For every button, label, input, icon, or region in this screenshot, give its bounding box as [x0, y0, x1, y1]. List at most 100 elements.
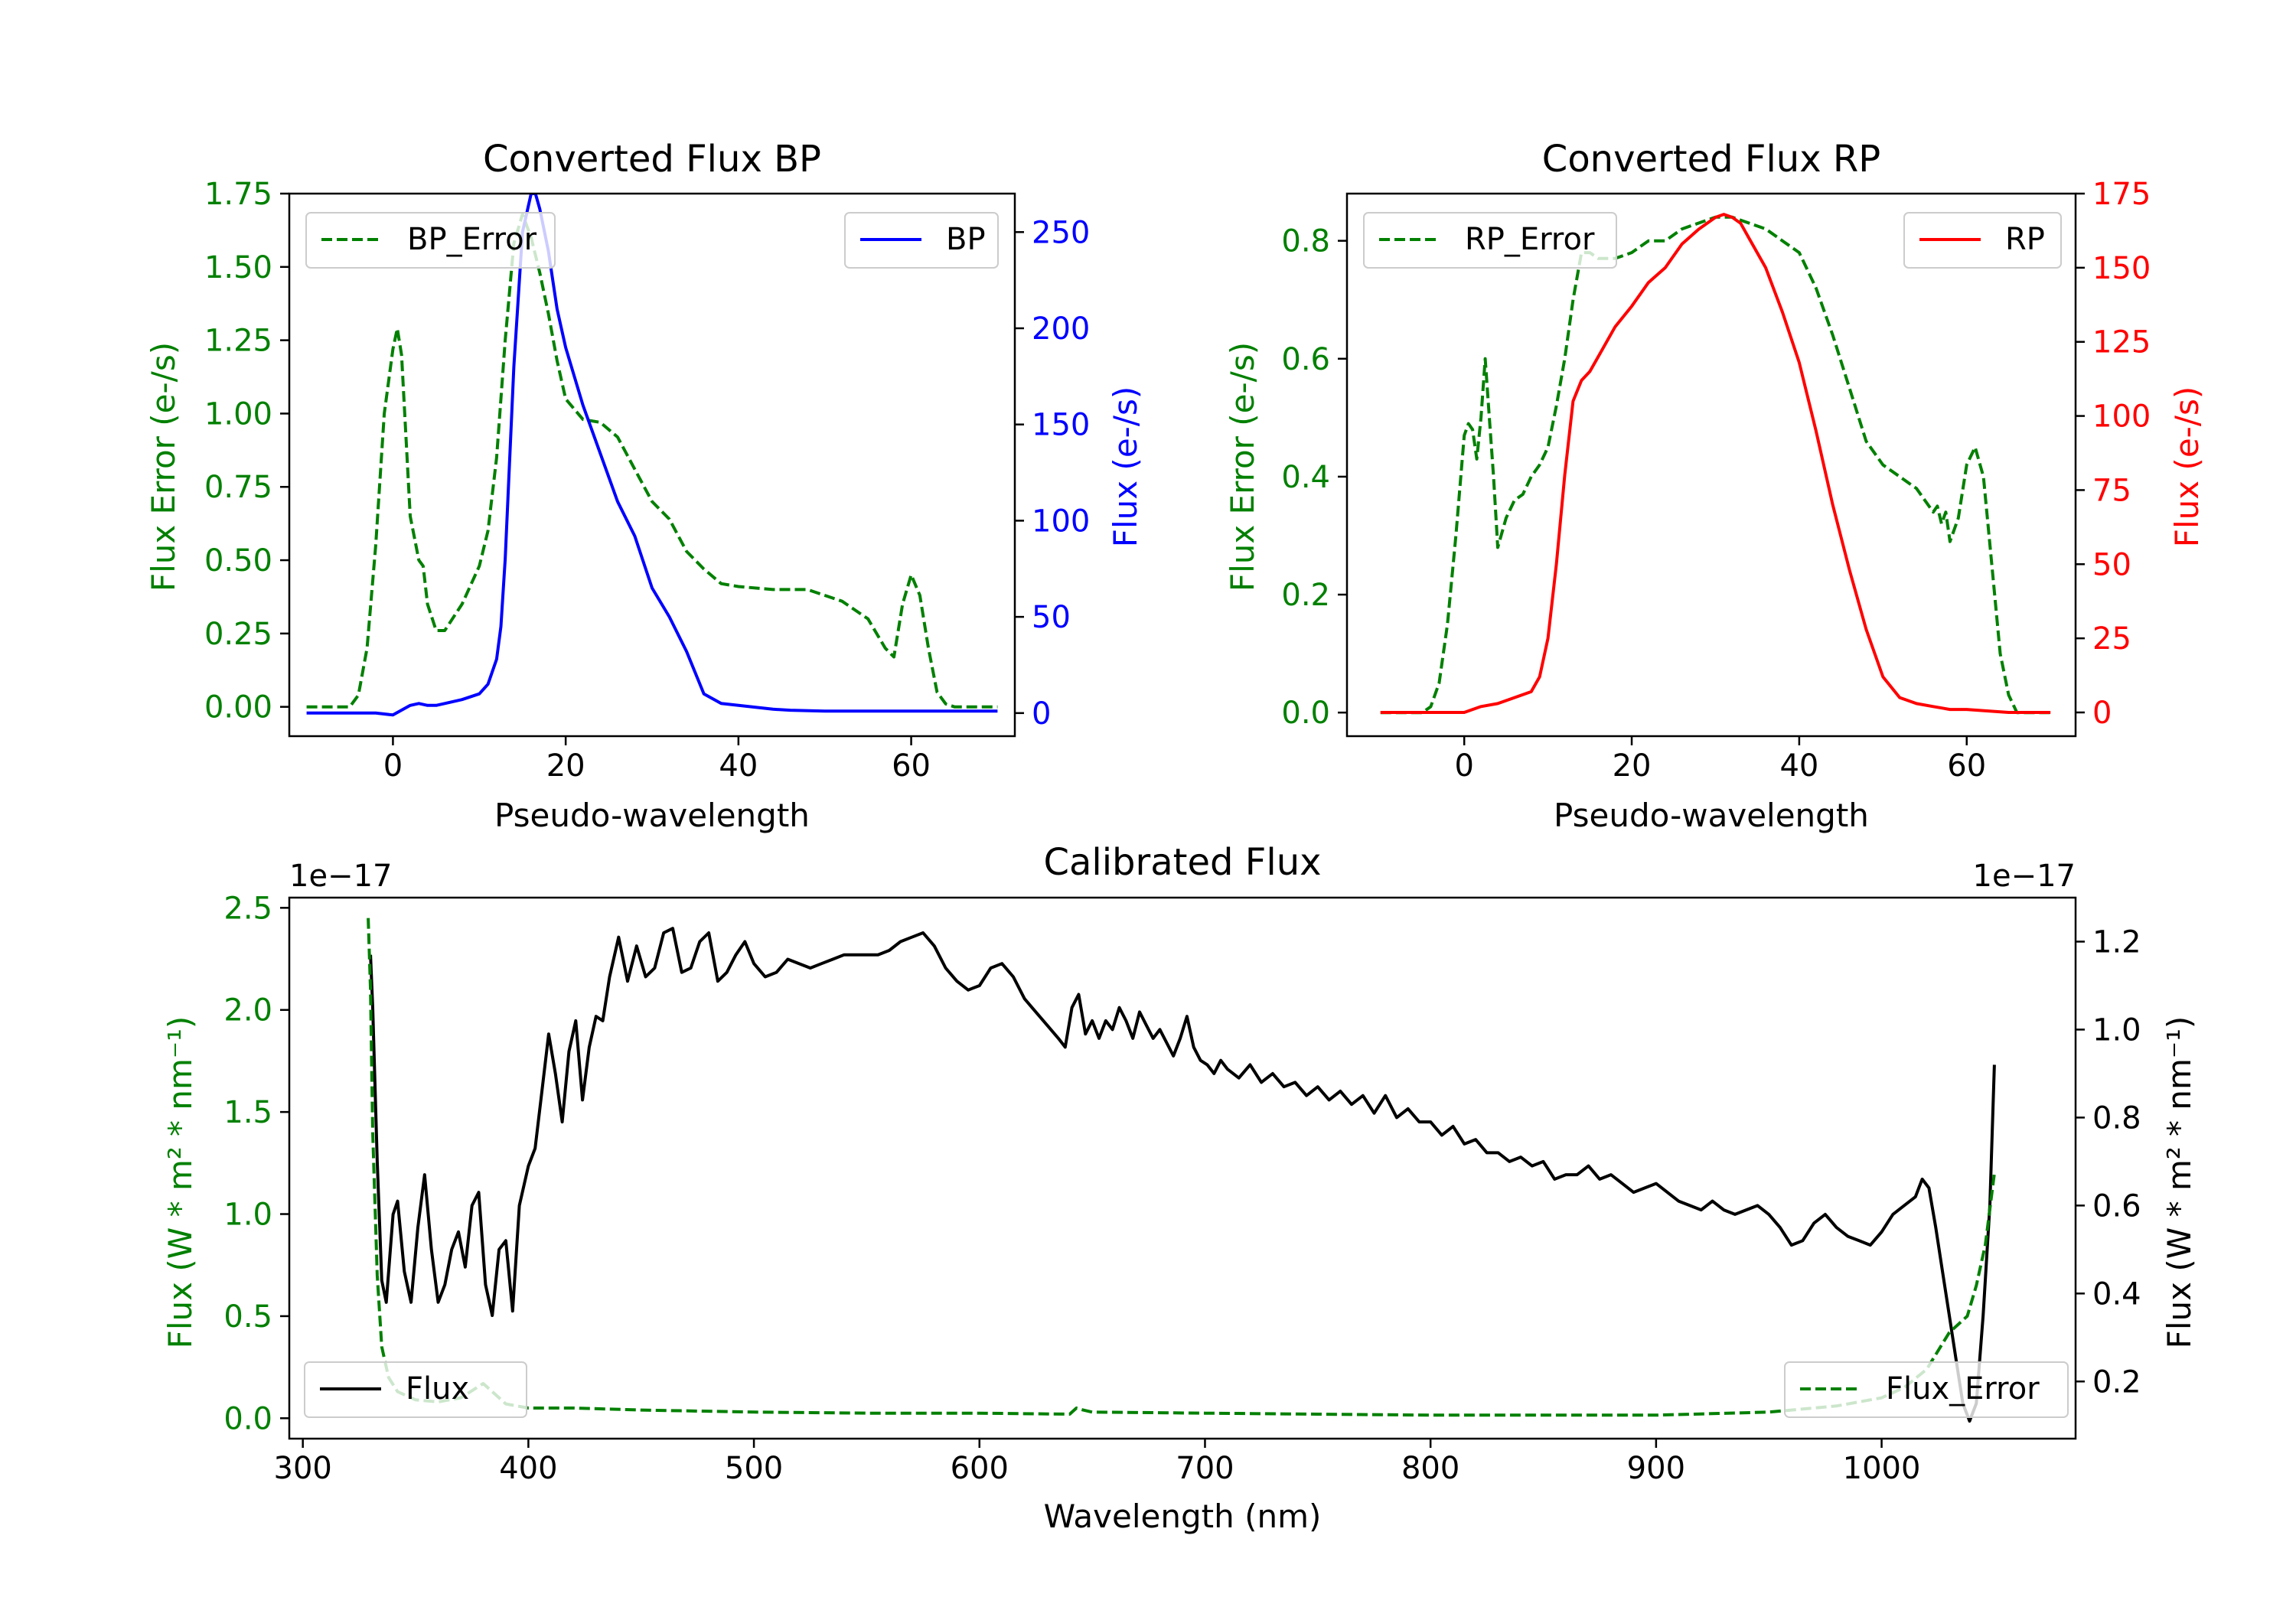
calibrated-offset-right: 1e−17: [1973, 859, 2076, 894]
calibrated-xtick-label: 600: [951, 1451, 1009, 1486]
calibrated-xtick-label: 1000: [1843, 1451, 1921, 1486]
bp-legend-left-frame: [305, 212, 556, 269]
rp-title: Converted Flux RP: [1542, 138, 1880, 181]
calibrated-xlabel: Wavelength (nm): [1044, 1498, 1322, 1535]
bp-ylabel-right: Flux (e-/s): [1107, 386, 1144, 547]
bp-legend-left: BP_Error: [305, 212, 556, 269]
rp-ytick-right-label: 50: [2092, 547, 2131, 582]
rp-legend-left: RP_Error: [1363, 212, 1617, 269]
calibrated-ytick-right-label: 1.0: [2092, 1012, 2141, 1048]
rp-panel: Converted Flux RP 0 20 40 60 0.0 0.2 0.4 0.6 0.8…: [1224, 138, 2206, 834]
rp-xtick-label: 60: [1947, 748, 1986, 784]
calibrated-xtick-label: 400: [499, 1451, 557, 1486]
calibrated-panel: Calibrated Flux 1e−17 1e−17 300 400 500 600…: [161, 841, 2198, 1535]
bp-ytick-right-label: 150: [1032, 408, 1090, 443]
bp-ytick-left-label: 0.00: [204, 690, 272, 725]
bp-ytick-right-label: 100: [1032, 504, 1090, 539]
rp-legend-left-label: RP_Error: [1465, 222, 1595, 257]
rp-xtick-label: 0: [1454, 748, 1473, 784]
rp-ylabel-left: Flux Error (e-/s): [1224, 342, 1261, 592]
rp-legend-right-frame: [1903, 212, 2062, 269]
rp-ytick-right-label: 100: [2092, 399, 2151, 435]
bp-ytick-right-label: 50: [1032, 600, 1071, 635]
bp-ytick-left-label: 1.50: [204, 250, 272, 285]
calibrated-xtick-label: 700: [1176, 1451, 1234, 1486]
calibrated-legend-right-frame: [1784, 1361, 2069, 1418]
rp-ylabel-right: Flux (e-/s): [2168, 386, 2206, 547]
calibrated-ytick-left-label: 2.0: [223, 993, 272, 1028]
bp-ytick-right-label: 200: [1032, 311, 1090, 347]
bp-ytick-right-label: 250: [1032, 215, 1090, 250]
rp-series-rp-error: [1380, 215, 2051, 715]
bp-xtick-label: 0: [383, 748, 403, 784]
bp-ytick-right-label: 0: [1032, 696, 1051, 732]
rp-ytick-right-label: 150: [2092, 251, 2151, 286]
calibrated-xtick-label: 800: [1401, 1451, 1459, 1486]
calibrated-legend-left-label: Flux: [406, 1371, 469, 1407]
calibrated-ytick-left-label: 1.5: [223, 1095, 272, 1130]
calibrated-title: Calibrated Flux: [1043, 841, 1321, 884]
rp-ytick-left-label: 0.2: [1281, 578, 1330, 613]
bp-xtick-label: 60: [892, 748, 931, 784]
rp-xtick-label: 20: [1613, 748, 1652, 784]
bp-ylabel-left: Flux Error (e-/s): [145, 342, 182, 592]
bp-title: Converted Flux BP: [483, 138, 821, 181]
calibrated-ytick-right-label: 0.8: [2092, 1100, 2141, 1136]
rp-series-rp: [1380, 213, 2051, 714]
bp-ytick-left-label: 0.25: [204, 617, 272, 652]
rp-legend-left-frame: [1363, 212, 1617, 269]
rp-ytick-left-label: 0.6: [1281, 342, 1330, 377]
rp-ytick-right-label: 0: [2092, 696, 2112, 731]
calibrated-ylabel-left: Flux (W * m² * nm⁻¹): [161, 1016, 199, 1349]
calibrated-series-flux: [369, 927, 1996, 1423]
rp-legend-right: RP: [1903, 212, 2062, 269]
bp-series-bp: [306, 194, 998, 717]
calibrated-axes-frame: [288, 896, 2077, 1440]
rp-axes-frame: [1345, 192, 2077, 738]
calibrated-xtick-label: 900: [1627, 1451, 1685, 1486]
rp-ytick-left-label: 0.4: [1281, 460, 1330, 495]
rp-plot-area: 0 20 40 60 0.0 0.2 0.4 0.6 0.8 0 25 50 75 100 125 150 17…: [1281, 177, 2151, 784]
bp-ytick-left-label: 1.75: [204, 177, 272, 212]
bp-ytick-left-label: 1.00: [204, 396, 272, 432]
rp-ytick-left-label: 0.8: [1281, 224, 1330, 259]
calibrated-offset-left: 1e−17: [289, 859, 392, 894]
rp-ytick-left-label: 0.0: [1281, 696, 1330, 731]
calibrated-legend-left: Flux: [304, 1361, 527, 1418]
rp-ytick-right-label: 175: [2092, 177, 2151, 212]
rp-xlabel: Pseudo-wavelength: [1554, 797, 1869, 834]
bp-series-bp-error: [306, 212, 998, 709]
rp-ytick-right-label: 75: [2092, 473, 2131, 508]
calibrated-ytick-left-label: 0.5: [223, 1299, 272, 1335]
calibrated-ytick-left-label: 1.0: [223, 1198, 272, 1233]
bp-xlabel: Pseudo-wavelength: [494, 797, 810, 834]
calibrated-legend-right: Flux_Error: [1784, 1361, 2069, 1418]
rp-xtick-label: 40: [1779, 748, 1818, 784]
calibrated-ytick-right-label: 0.6: [2092, 1188, 2141, 1224]
bp-xtick-label: 20: [546, 748, 585, 784]
bp-ytick-left-label: 0.50: [204, 543, 272, 579]
bp-plot-area: 0 20 40 60 0.00 0.25 0.50 0.75 1.00 1.25 1.50 1.75 0…: [204, 177, 1090, 784]
bp-axes-frame: [288, 192, 1016, 738]
rp-ytick-right-label: 25: [2092, 621, 2131, 657]
bp-legend-left-label: BP_Error: [407, 222, 537, 257]
calibrated-ytick-right-label: 0.4: [2092, 1276, 2141, 1312]
calibrated-ytick-left-label: 2.5: [223, 891, 272, 926]
rp-legend-right-label: RP: [2005, 222, 2045, 257]
calibrated-plot-area: 300 400 500 600 700 800 900 1000 0.0 0.5 1.0 1.5 2.0…: [223, 891, 2141, 1486]
calibrated-legend-right-label: Flux_Error: [1886, 1371, 2040, 1407]
bp-xtick-label: 40: [719, 748, 758, 784]
bp-panel: Converted Flux BP 0 20 40 60 0.00 0.25 0.50 0.7…: [145, 138, 1144, 834]
calibrated-xtick-label: 300: [274, 1451, 332, 1486]
bp-legend-right: BP: [844, 212, 999, 269]
calibrated-ytick-right-label: 1.2: [2092, 924, 2141, 960]
calibrated-xtick-label: 500: [725, 1451, 783, 1486]
calibrated-ytick-left-label: 0.0: [223, 1401, 272, 1436]
rp-ytick-right-label: 125: [2092, 325, 2151, 360]
calibrated-ytick-right-label: 0.2: [2092, 1364, 2141, 1400]
bp-legend-right-label: BP: [946, 222, 986, 257]
calibrated-ylabel-right: Flux (W * m² * nm⁻¹): [2161, 1016, 2198, 1349]
bp-ytick-left-label: 1.25: [204, 324, 272, 359]
bp-ytick-left-label: 0.75: [204, 470, 272, 505]
